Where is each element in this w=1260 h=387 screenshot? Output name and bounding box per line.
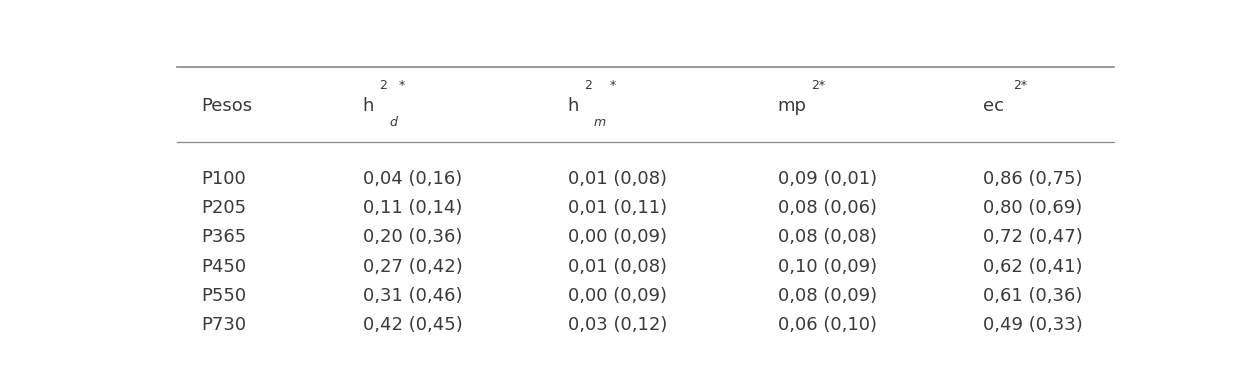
Text: P205: P205 xyxy=(202,199,247,217)
Text: 0,62 (0,41): 0,62 (0,41) xyxy=(983,258,1082,276)
Text: 2*: 2* xyxy=(810,79,825,92)
Text: 0,11 (0,14): 0,11 (0,14) xyxy=(363,199,462,217)
Text: 0,01 (0,11): 0,01 (0,11) xyxy=(567,199,667,217)
Text: 0,04 (0,16): 0,04 (0,16) xyxy=(363,170,462,188)
Text: *: * xyxy=(398,79,404,92)
Text: 0,49 (0,33): 0,49 (0,33) xyxy=(983,316,1082,334)
Text: m: m xyxy=(593,116,606,129)
Text: 0,10 (0,09): 0,10 (0,09) xyxy=(777,258,877,276)
Text: 2: 2 xyxy=(585,79,592,92)
Text: 0,03 (0,12): 0,03 (0,12) xyxy=(567,316,667,334)
Text: Pesos: Pesos xyxy=(202,97,252,115)
Text: ec: ec xyxy=(983,97,1004,115)
Text: 2*: 2* xyxy=(1013,79,1027,92)
Text: 0,80 (0,69): 0,80 (0,69) xyxy=(983,199,1082,217)
Text: 0,06 (0,10): 0,06 (0,10) xyxy=(777,316,877,334)
Text: h: h xyxy=(363,97,374,115)
Text: P550: P550 xyxy=(202,287,247,305)
Text: 0,08 (0,08): 0,08 (0,08) xyxy=(777,228,877,247)
Text: 0,01 (0,08): 0,01 (0,08) xyxy=(567,258,667,276)
Text: 0,86 (0,75): 0,86 (0,75) xyxy=(983,170,1082,188)
Text: P100: P100 xyxy=(202,170,246,188)
Text: 0,61 (0,36): 0,61 (0,36) xyxy=(983,287,1082,305)
Text: 0,09 (0,01): 0,09 (0,01) xyxy=(777,170,877,188)
Text: P365: P365 xyxy=(202,228,247,247)
Text: P450: P450 xyxy=(202,258,247,276)
Text: 0,08 (0,06): 0,08 (0,06) xyxy=(777,199,877,217)
Text: P730: P730 xyxy=(202,316,247,334)
Text: 2: 2 xyxy=(379,79,387,92)
Text: d: d xyxy=(389,116,397,129)
Text: 0,01 (0,08): 0,01 (0,08) xyxy=(567,170,667,188)
Text: 0,42 (0,45): 0,42 (0,45) xyxy=(363,316,462,334)
Text: 0,27 (0,42): 0,27 (0,42) xyxy=(363,258,462,276)
Text: 0,31 (0,46): 0,31 (0,46) xyxy=(363,287,462,305)
Text: 0,20 (0,36): 0,20 (0,36) xyxy=(363,228,462,247)
Text: 0,00 (0,09): 0,00 (0,09) xyxy=(567,228,667,247)
Text: 0,00 (0,09): 0,00 (0,09) xyxy=(567,287,667,305)
Text: 0,72 (0,47): 0,72 (0,47) xyxy=(983,228,1082,247)
Text: *: * xyxy=(610,79,616,92)
Text: 0,08 (0,09): 0,08 (0,09) xyxy=(777,287,877,305)
Text: mp: mp xyxy=(777,97,806,115)
Text: h: h xyxy=(567,97,580,115)
